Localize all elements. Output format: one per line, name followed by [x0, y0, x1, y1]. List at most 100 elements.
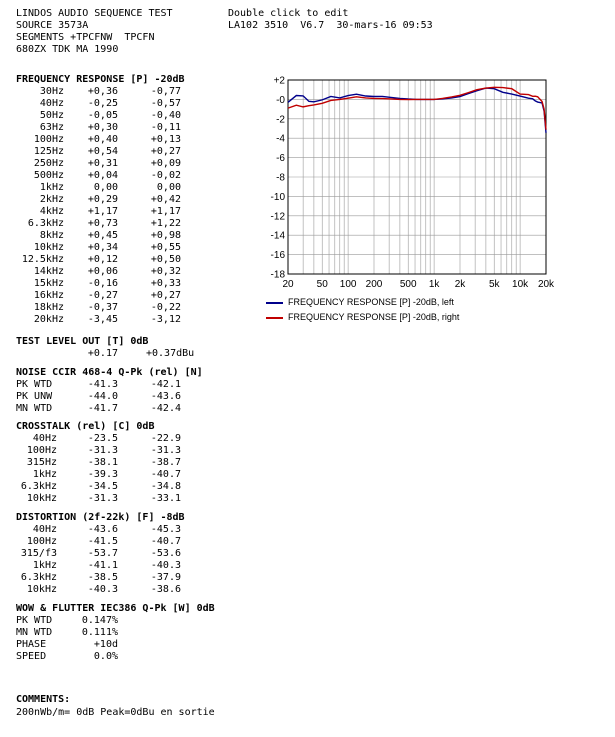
freq-row-right-value: +1,17 [150, 206, 181, 217]
freq-row-right-value: +0,98 [150, 230, 181, 241]
freq-row-right-value: 0,00 [156, 182, 181, 193]
crosstalk-row-right-value: -40.7 [150, 469, 181, 480]
y-tick-label: -0 [276, 95, 285, 106]
distortion-row-right-value: -37.9 [150, 572, 181, 583]
distortion-row-label: 315/f3 [20, 548, 57, 559]
noise-row-right-value: -42.1 [150, 379, 181, 390]
x-tick-label: 200 [366, 279, 383, 290]
crosstalk-row-left-value: -31.3 [87, 445, 118, 456]
distortion-row-label: 40Hz [32, 524, 57, 535]
freq-row-right-value: +0,50 [150, 254, 181, 265]
noise-row-label: PK WTD [16, 379, 53, 390]
distortion-row-label: 10kHz [26, 584, 57, 595]
freq-row-right-value: -0,11 [150, 122, 181, 133]
freq-row-right-value: +0,55 [150, 242, 181, 253]
distortion-row-left-value: -41.5 [87, 536, 118, 547]
segments-label: SEGMENTS +TPCFNW TPCFN [16, 32, 155, 43]
legend-label-left: FREQUENCY RESPONSE [P] -20dB, left [288, 297, 454, 307]
distortion-row-right-value: -53.6 [150, 548, 181, 559]
freq-row-label: 63Hz [39, 122, 64, 133]
edit-hint[interactable]: Double click to edit [228, 8, 349, 19]
wow-row-value: +10d [93, 639, 118, 650]
distortion-row-right-value: -40.3 [150, 560, 181, 571]
wow-row-value: 0.147% [81, 615, 118, 626]
crosstalk-row-label: 40Hz [32, 433, 57, 444]
plot-frame [287, 79, 547, 275]
wow-row-value: 0.111% [81, 627, 118, 638]
freq-row-left-value: +0,29 [87, 194, 118, 205]
x-tick-label: 1k [429, 279, 441, 290]
freq-row-left-value: -0,16 [87, 278, 118, 289]
freq-row-right-value: +0,42 [150, 194, 181, 205]
freq-row-left-value: +0,34 [87, 242, 118, 253]
freq-row-left-value: +0,73 [87, 218, 118, 229]
crosstalk-row-left-value: -31.3 [87, 493, 118, 504]
noise-row-right-value: -42.4 [150, 403, 181, 414]
y-tick-label: -14 [271, 231, 286, 242]
freq-row-label: 6.3kHz [27, 218, 64, 229]
freq-row-label: 40Hz [39, 98, 64, 109]
freq-row-right-value: +0,09 [150, 158, 181, 169]
freq-row-left-value: +0,40 [87, 134, 118, 145]
series-line-left [287, 87, 547, 133]
wow-row-label: SPEED [16, 651, 47, 662]
distortion-row-left-value: -53.7 [87, 548, 118, 559]
distortion-heading: DISTORTION (2f-22k) [F] -8dB [16, 512, 185, 523]
x-tick-label: 2k [455, 279, 467, 290]
wow-flutter-heading: WOW & FLUTTER IEC386 Q-Pk [W] 0dB [16, 603, 215, 614]
freq-row-label: 10kHz [33, 242, 64, 253]
freq-row-left-value: -0,27 [87, 290, 118, 301]
crosstalk-row-left-value: -23.5 [87, 433, 118, 444]
freq-row-label: 4kHz [39, 206, 64, 217]
freq-row-left-value: +0,30 [87, 122, 118, 133]
legend-swatch-right [266, 317, 283, 319]
crosstalk-row-right-value: -33.1 [150, 493, 181, 504]
x-tick-label: 10k [512, 279, 529, 290]
freq-row-label: 250Hz [33, 158, 64, 169]
freq-row-label: 15kHz [33, 278, 64, 289]
y-tick-label: -12 [271, 211, 286, 222]
crosstalk-row-left-value: -38.1 [87, 457, 118, 468]
distortion-row-label: 6.3kHz [20, 572, 57, 583]
freq-response-heading: FREQUENCY RESPONSE [P] -20dB [16, 74, 185, 85]
crosstalk-row-label: 1kHz [32, 469, 57, 480]
freq-row-left-value: +0,06 [87, 266, 118, 277]
y-tick-label: -16 [271, 250, 286, 261]
freq-row-left-value: +0,45 [87, 230, 118, 241]
freq-row-left-value: -3,45 [87, 314, 118, 325]
freq-row-right-value: +0,32 [150, 266, 181, 277]
freq-row-right-value: -0,22 [150, 302, 181, 313]
freq-row-label: 125Hz [33, 146, 64, 157]
distortion-row-right-value: -38.6 [150, 584, 181, 595]
freq-row-label: 2kHz [39, 194, 64, 205]
report-title: LINDOS AUDIO SEQUENCE TEST [16, 8, 173, 19]
freq-row-label: 50Hz [39, 110, 64, 121]
device-label: 680ZX TDK MA 1990 [16, 44, 119, 55]
freq-row-label: 1kHz [39, 182, 64, 193]
test-level-right-value: +0.37dBu [146, 348, 195, 359]
distortion-row-label: 1kHz [32, 560, 57, 571]
freq-row-label: 14kHz [33, 266, 64, 277]
crosstalk-row-left-value: -34.5 [87, 481, 118, 492]
x-tick-label: 20k [538, 279, 555, 290]
freq-row-label: 16kHz [33, 290, 64, 301]
distortion-row-left-value: -43.6 [87, 524, 118, 535]
freq-row-label: 8kHz [39, 230, 64, 241]
source-label: SOURCE 3573A [16, 20, 89, 31]
freq-row-right-value: -0,57 [150, 98, 181, 109]
freq-row-left-value: 0,00 [93, 182, 118, 193]
freq-row-label: 500Hz [33, 170, 64, 181]
y-tick-label: -2 [276, 114, 285, 125]
comments-heading: COMMENTS: [16, 694, 71, 705]
test-level-heading: TEST LEVEL OUT [T] 0dB [16, 336, 149, 347]
noise-row-left-value: -41.7 [87, 403, 118, 414]
crosstalk-row-label: 10kHz [26, 493, 57, 504]
noise-row-left-value: -41.3 [87, 379, 118, 390]
crosstalk-row-label: 6.3kHz [20, 481, 57, 492]
freq-row-label: 30Hz [39, 86, 64, 97]
noise-row-left-value: -44.0 [87, 391, 118, 402]
instrument-info: LA102 3510 V6.7 30-mars-16 09:53 [228, 20, 433, 31]
y-tick-label: -18 [271, 270, 286, 281]
freq-row-left-value: +0,54 [87, 146, 118, 157]
